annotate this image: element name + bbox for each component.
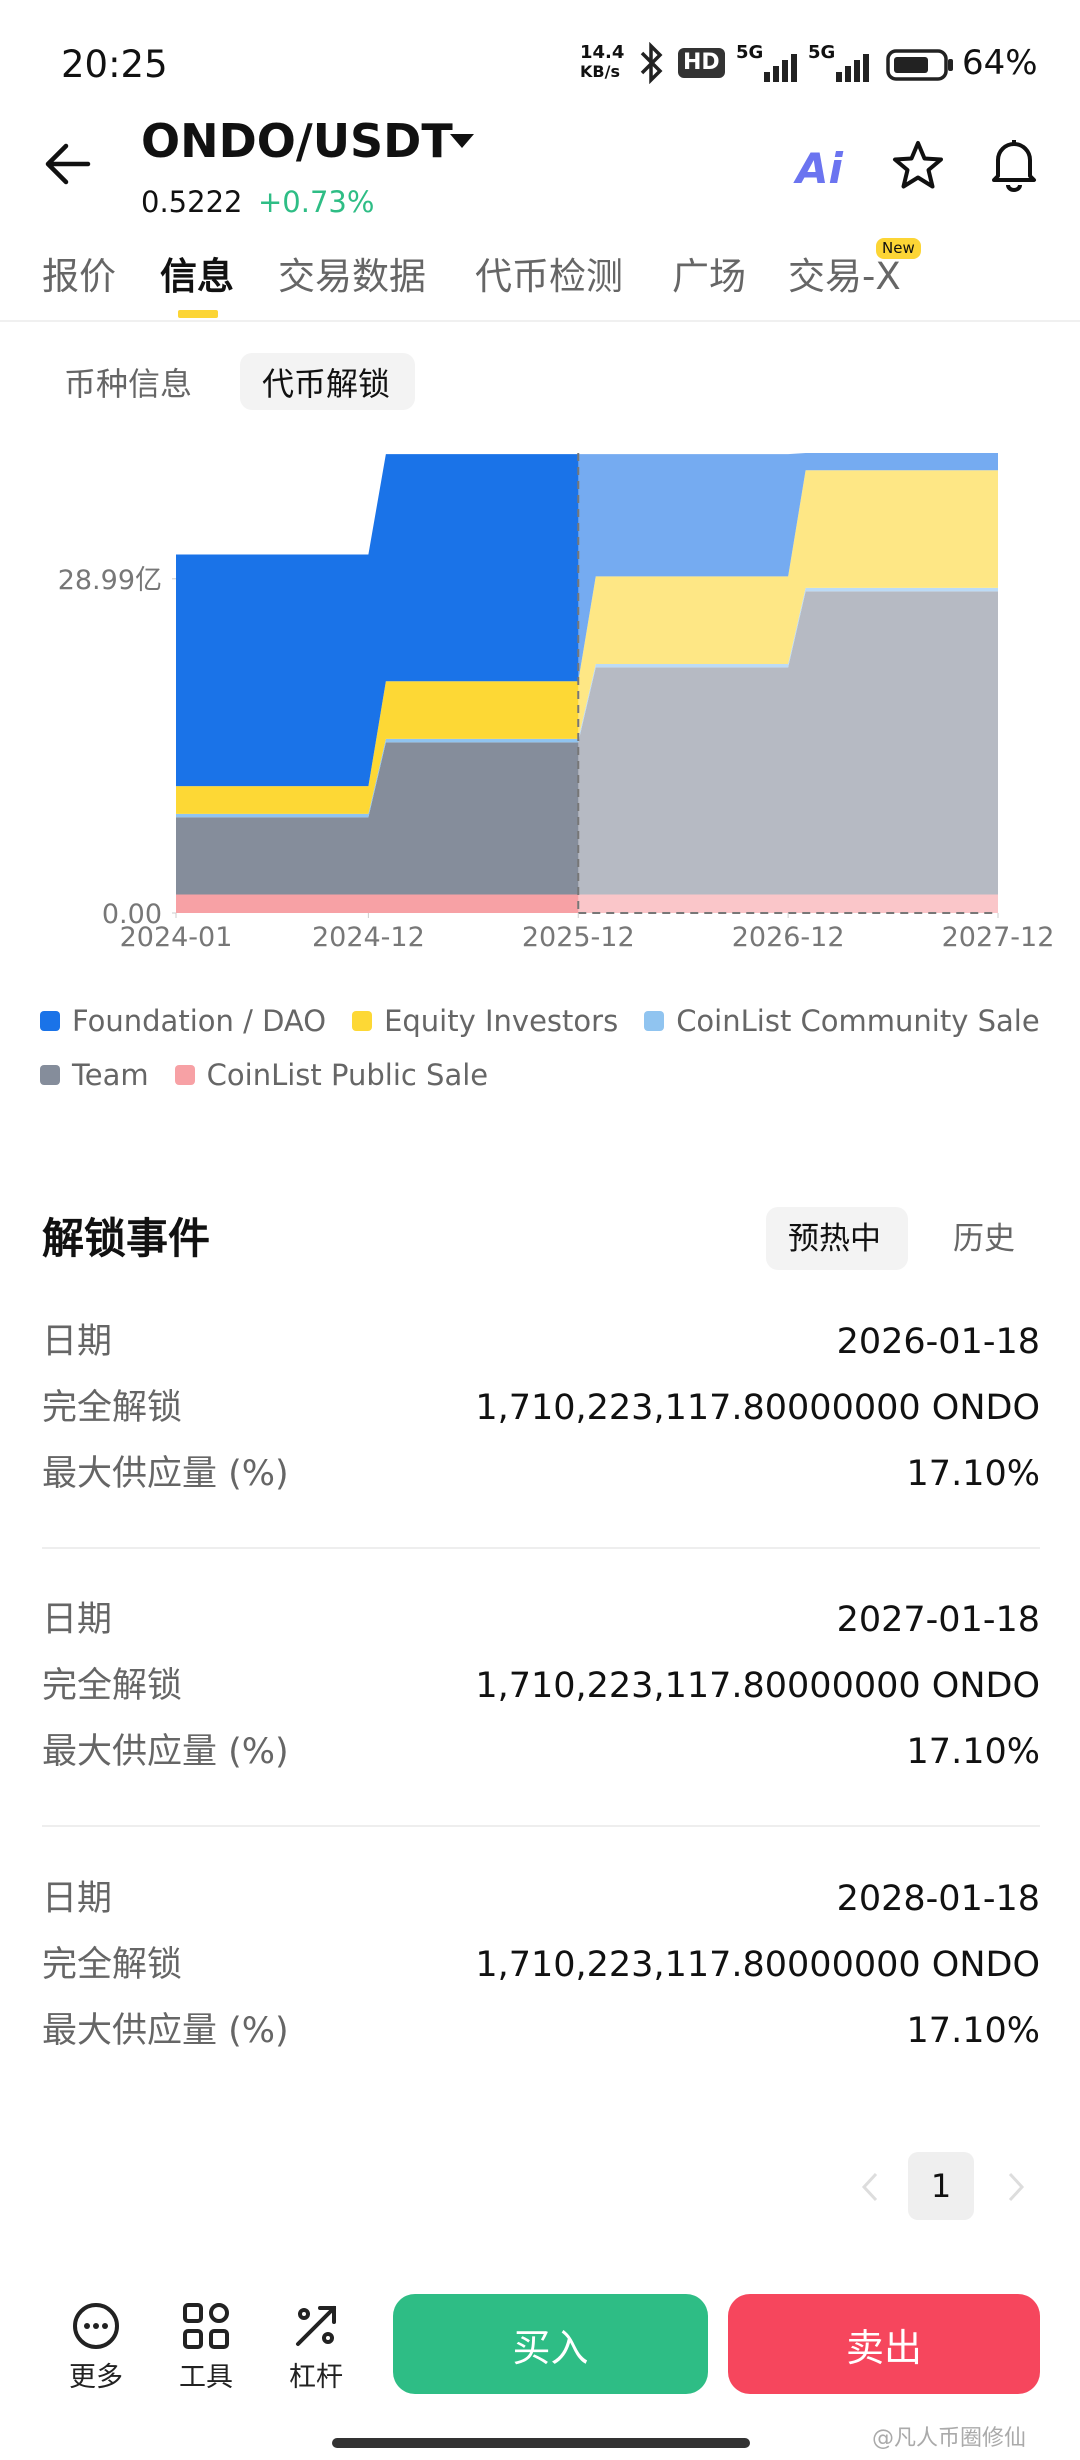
battery-icon: [886, 49, 953, 81]
tool-label[interactable]: 更多: [69, 2362, 123, 2393]
legend-item: Equity Investors: [352, 1004, 618, 1038]
divider: [42, 1547, 1040, 1549]
row-label: 日期: [42, 1322, 113, 1362]
battery-level: 64%: [962, 43, 1038, 83]
y-tick-label: 28.99亿: [58, 565, 162, 596]
signal-icon: [764, 54, 797, 82]
legend-swatch: [644, 1011, 665, 1031]
legend-label: CoinList Community Sale: [676, 1004, 1040, 1038]
area-series: [176, 591, 998, 895]
sub-tab-pill: [240, 353, 415, 410]
legend-label: Team: [72, 1058, 149, 1092]
hd-icon: HD: [678, 48, 725, 78]
y-tick-label: 0.00: [102, 899, 162, 930]
area-series: [176, 894, 998, 913]
x-tick-label: 2027-12: [942, 922, 1055, 953]
signal-icon: [836, 54, 869, 82]
back-button[interactable]: [40, 138, 100, 190]
tab[interactable]: 交易数据: [278, 255, 426, 298]
row-label: 最大供应量 (%): [42, 2011, 289, 2051]
watermark: @凡人币圈修仙: [872, 2426, 1027, 2451]
unlock-chart: 0.00 28.99亿 2024-01 2024-12 2025-12 2026-12 20…: [58, 453, 1055, 953]
row-value: 1,710,223,117.80000000 ONDO: [475, 1666, 1040, 1706]
filter-active[interactable]: 预热中: [788, 1221, 881, 1257]
legend-label: Foundation / DAO: [72, 1004, 327, 1038]
legend-item: Team: [40, 1058, 149, 1092]
dropdown-icon[interactable]: [448, 130, 478, 154]
more-icon[interactable]: [70, 2300, 122, 2352]
x-tick-label: 2025-12: [522, 922, 635, 953]
legend-item: CoinList Community Sale: [644, 1004, 1040, 1038]
row-label: 完全解锁: [42, 1388, 183, 1428]
tab[interactable]: 交易-X: [788, 255, 901, 298]
page-current[interactable]: 1: [908, 2152, 974, 2220]
sub-tab[interactable]: 币种信息: [64, 365, 193, 403]
tab-active[interactable]: 信息: [160, 255, 234, 298]
area-series: [176, 453, 998, 787]
legend: Foundation / DAO Equity Investors CoinList…: [40, 1004, 1050, 1092]
alert-button[interactable]: [984, 134, 1044, 194]
projection-shade: [578, 453, 998, 913]
tool-label[interactable]: 工具: [179, 2362, 233, 2393]
legend-swatch: [40, 1011, 60, 1031]
prev-page[interactable]: [856, 2170, 886, 2204]
divider: [42, 1825, 1040, 1827]
price-change: +0.73%: [258, 185, 375, 219]
row-value: 17.10%: [906, 1732, 1040, 1772]
home-indicator: [332, 2438, 750, 2448]
net-unit: KB/s: [580, 62, 620, 81]
x-tick-label: 2026-12: [732, 922, 845, 953]
legend-swatch: [352, 1011, 373, 1031]
row-value: 2026-01-18: [836, 1322, 1040, 1362]
row-label: 日期: [42, 1879, 113, 1919]
row-value: 1,710,223,117.80000000 ONDO: [475, 1388, 1040, 1428]
row-value: 17.10%: [906, 2011, 1040, 2051]
tool-label[interactable]: 杠杆: [289, 2362, 343, 2393]
row-label: 最大供应量 (%): [42, 1732, 289, 1772]
row-value: 2028-01-18: [836, 1879, 1040, 1919]
bluetooth-icon: [640, 42, 663, 84]
net-speed: 14.4: [580, 42, 625, 63]
row-label: 完全解锁: [42, 1666, 183, 1706]
filter[interactable]: 历史: [953, 1221, 1015, 1257]
signal-label: 5G: [808, 42, 836, 63]
divider: [0, 320, 1080, 322]
row-value: 1,710,223,117.80000000 ONDO: [475, 1945, 1040, 1985]
buy-button[interactable]: 买入: [393, 2294, 708, 2394]
pair-title[interactable]: ONDO/USDT: [141, 114, 453, 168]
next-page[interactable]: [1000, 2170, 1030, 2204]
x-tick-label: 2024-01: [120, 922, 233, 953]
tools-icon[interactable]: [180, 2300, 232, 2352]
row-label: 完全解锁: [42, 1945, 183, 1985]
filter-pill: [766, 1207, 908, 1270]
area-series: [176, 587, 998, 818]
row-value: 17.10%: [906, 1454, 1040, 1494]
status-time: 20:25: [61, 43, 168, 86]
x-tick-label: 2024-12: [312, 922, 425, 953]
legend-item: CoinList Public Sale: [174, 1058, 489, 1092]
ai-button[interactable]: Ai: [796, 144, 843, 193]
row-label: 日期: [42, 1600, 113, 1640]
area-series: [176, 470, 998, 814]
signal-label: 5G: [736, 42, 764, 63]
new-badge: New: [876, 238, 921, 259]
price: 0.5222: [141, 185, 243, 219]
row-label: 最大供应量 (%): [42, 1454, 289, 1494]
row-value: 2027-01-18: [836, 1600, 1040, 1640]
legend-swatch: [40, 1065, 60, 1085]
tab[interactable]: 代币检测: [475, 255, 623, 298]
legend-item: Foundation / DAO: [40, 1004, 326, 1038]
legend-label: Equity Investors: [384, 1004, 619, 1038]
favorite-button[interactable]: [890, 138, 946, 194]
leverage-icon[interactable]: [290, 2300, 342, 2352]
tab[interactable]: 报价: [42, 255, 116, 298]
sell-button[interactable]: 卖出: [728, 2294, 1040, 2394]
tab[interactable]: 广场: [672, 255, 746, 298]
legend-swatch: [174, 1065, 195, 1085]
sub-tab-active[interactable]: 代币解锁: [262, 365, 391, 403]
section-title: 解锁事件: [42, 1214, 211, 1263]
legend-label: CoinList Public Sale: [206, 1058, 489, 1092]
tab-indicator: [178, 310, 218, 318]
